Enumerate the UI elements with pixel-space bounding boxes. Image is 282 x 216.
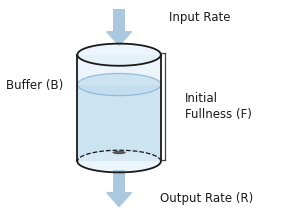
Text: Output Rate (R): Output Rate (R) [160, 192, 253, 205]
Ellipse shape [77, 73, 161, 96]
Ellipse shape [77, 44, 161, 66]
Text: Buffer (B): Buffer (B) [6, 79, 63, 92]
Text: Input Rate: Input Rate [169, 11, 231, 24]
Polygon shape [107, 32, 131, 46]
Bar [77, 84, 161, 161]
Ellipse shape [77, 150, 161, 172]
Bar [113, 170, 125, 193]
Text: Initial
Fullness (F): Initial Fullness (F) [185, 92, 252, 121]
Ellipse shape [113, 151, 126, 154]
Bar [113, 9, 125, 32]
Polygon shape [107, 193, 131, 206]
Bar [77, 55, 161, 161]
